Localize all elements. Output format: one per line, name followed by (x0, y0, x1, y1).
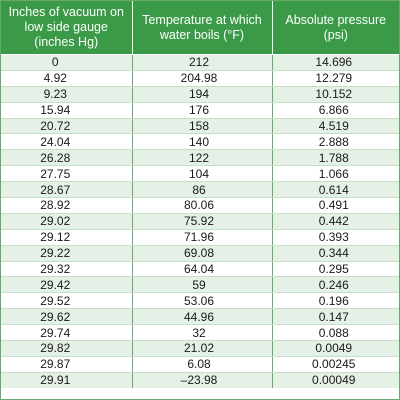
boiling-temp-cell: 64.04 (132, 261, 273, 278)
absolute-pressure-cell: 0.442 (272, 213, 399, 230)
vacuum-inches-cell: 29.74 (1, 324, 133, 342)
boiling-temp-cell: 75.92 (132, 213, 273, 230)
vacuum-inches-cell: 0 (1, 54, 133, 71)
boiling-temp-cell: 6.08 (132, 356, 273, 373)
table-row: 29.62 44.96 0.147 (1, 308, 399, 326)
vacuum-inches-cell: 29.91 (1, 372, 133, 388)
boiling-temp-cell: 158 (132, 118, 273, 135)
vacuum-inches-cell: 28.92 (1, 197, 133, 214)
table-row: 29.82 21.02 0.0049 (1, 340, 399, 357)
vacuum-inches-cell: 15.94 (1, 102, 133, 119)
absolute-pressure-cell: 4.519 (272, 118, 399, 135)
absolute-pressure-cell: 6.866 (272, 102, 399, 119)
absolute-pressure-cell: 0.00049 (272, 372, 399, 388)
boiling-temp-cell: 212 (132, 54, 273, 71)
absolute-pressure-cell: 0.295 (272, 261, 399, 278)
boiling-temp-cell: 32 (132, 324, 273, 342)
vacuum-inches-cell: 29.42 (1, 276, 133, 294)
table-row: 29.74 32 0.088 (1, 324, 399, 342)
table-row: 29.52 53.06 0.196 (1, 292, 399, 310)
absolute-pressure-cell: 1.788 (272, 149, 399, 167)
table-row: 26.28 122 1.788 (1, 149, 399, 167)
table-row: 29.42 59 0.246 (1, 276, 399, 294)
boiling-temp-cell: 71.96 (132, 229, 273, 246)
boiling-temp-cell: 122 (132, 149, 273, 167)
vacuum-inches-cell: 24.04 (1, 133, 133, 151)
boiling-temp-cell: 21.02 (132, 340, 273, 357)
boiling-temp-cell: 204.98 (132, 70, 273, 87)
boiling-temp-cell: 44.96 (132, 308, 273, 326)
header-boiling-temperature: Temperature at which water boils (°F) (132, 1, 273, 55)
boiling-temp-cell: 194 (132, 86, 273, 103)
vacuum-inches-cell: 29.87 (1, 356, 133, 373)
vacuum-inches-cell: 26.28 (1, 149, 133, 167)
vacuum-inches-cell: 29.02 (1, 213, 133, 230)
table-row: 24.04 140 2.888 (1, 133, 399, 151)
table-row: 28.67 86 0.614 (1, 181, 399, 199)
table-row: 29.12 71.96 0.393 (1, 229, 399, 246)
absolute-pressure-cell: 0.00245 (272, 356, 399, 373)
absolute-pressure-cell: 0.088 (272, 324, 399, 342)
table-row: 29.32 64.04 0.295 (1, 261, 399, 278)
vacuum-inches-cell: 29.52 (1, 292, 133, 310)
absolute-pressure-cell: 14.696 (272, 54, 399, 71)
table-row: 4.92 204.98 12.279 (1, 70, 399, 87)
vacuum-inches-cell: 29.22 (1, 245, 133, 262)
vacuum-inches-cell: 27.75 (1, 165, 133, 183)
table-header-row: Inches of vacuum on low side gauge (inch… (1, 1, 399, 55)
boiling-temp-cell: 86 (132, 181, 273, 199)
vacuum-boiling-point-table: Inches of vacuum on low side gauge (inch… (1, 1, 399, 388)
absolute-pressure-cell: 0.246 (272, 276, 399, 294)
vacuum-inches-cell: 29.32 (1, 261, 133, 278)
table-row: 15.94 176 6.866 (1, 102, 399, 119)
boiling-temp-cell: 140 (132, 133, 273, 151)
boiling-temp-cell: 176 (132, 102, 273, 119)
table-row: 9.23 194 10.152 (1, 86, 399, 103)
table-row: 27.75 104 1.066 (1, 165, 399, 183)
vacuum-inches-cell: 29.12 (1, 229, 133, 246)
table-row: 29.91 –23.98 0.00049 (1, 372, 399, 388)
boiling-temp-cell: –23.98 (132, 372, 273, 388)
boiling-temp-cell: 53.06 (132, 292, 273, 310)
vacuum-inches-cell: 29.82 (1, 340, 133, 357)
absolute-pressure-cell: 0.393 (272, 229, 399, 246)
table-row: 28.92 80.06 0.491 (1, 197, 399, 214)
boiling-temp-cell: 104 (132, 165, 273, 183)
table-row: 29.02 75.92 0.442 (1, 213, 399, 230)
header-inches-of-vacuum: Inches of vacuum on low side gauge (inch… (1, 1, 133, 55)
absolute-pressure-cell: 2.888 (272, 133, 399, 151)
vacuum-inches-cell: 29.62 (1, 308, 133, 326)
absolute-pressure-cell: 1.066 (272, 165, 399, 183)
table-row: 20.72 158 4.519 (1, 118, 399, 135)
absolute-pressure-cell: 0.344 (272, 245, 399, 262)
absolute-pressure-cell: 0.196 (272, 292, 399, 310)
absolute-pressure-cell: 12.279 (272, 70, 399, 87)
absolute-pressure-cell: 0.491 (272, 197, 399, 214)
boiling-temp-cell: 69.08 (132, 245, 273, 262)
boiling-temp-cell: 80.06 (132, 197, 273, 214)
absolute-pressure-cell: 0.614 (272, 181, 399, 199)
vacuum-inches-cell: 9.23 (1, 86, 133, 103)
table-row: 0 212 14.696 (1, 54, 399, 71)
table-body: 0 212 14.696 4.92 204.98 12.279 9.23 194 10.152 1… (1, 54, 399, 388)
header-absolute-pressure: Absolute pressure (psi) (272, 1, 399, 55)
vacuum-inches-cell: 4.92 (1, 70, 133, 87)
table-row: 29.87 6.08 0.00245 (1, 356, 399, 373)
vacuum-inches-cell: 28.67 (1, 181, 133, 199)
absolute-pressure-cell: 0.0049 (272, 340, 399, 357)
vacuum-inches-cell: 20.72 (1, 118, 133, 135)
absolute-pressure-cell: 0.147 (272, 308, 399, 326)
boiling-temp-cell: 59 (132, 276, 273, 294)
absolute-pressure-cell: 10.152 (272, 86, 399, 103)
table-row: 29.22 69.08 0.344 (1, 245, 399, 262)
